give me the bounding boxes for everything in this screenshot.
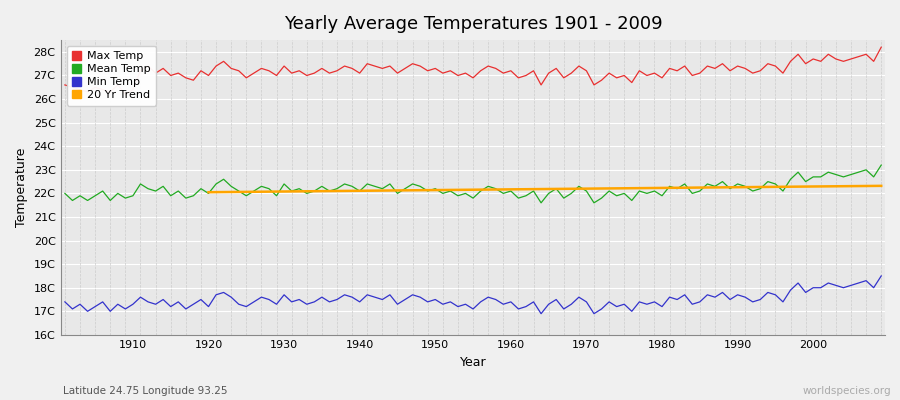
Text: Latitude 24.75 Longitude 93.25: Latitude 24.75 Longitude 93.25 [63, 386, 228, 396]
Text: worldspecies.org: worldspecies.org [803, 386, 891, 396]
X-axis label: Year: Year [460, 356, 486, 369]
Y-axis label: Temperature: Temperature [15, 148, 28, 227]
Legend: Max Temp, Mean Temp, Min Temp, 20 Yr Trend: Max Temp, Mean Temp, Min Temp, 20 Yr Tre… [67, 46, 156, 106]
Title: Yearly Average Temperatures 1901 - 2009: Yearly Average Temperatures 1901 - 2009 [284, 15, 662, 33]
